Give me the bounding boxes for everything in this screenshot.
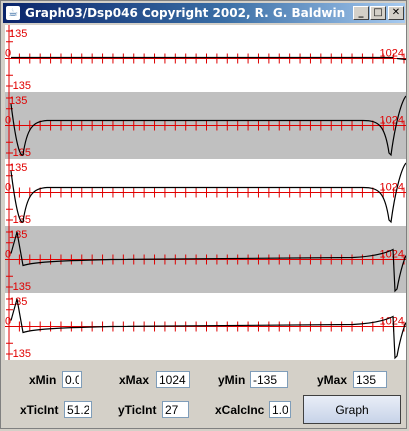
ymin-label: yMin	[218, 373, 245, 387]
plot-5-ymin-label: -135	[9, 348, 31, 360]
title-bar[interactable]: ☕ Graph03/Dsp046 Copyright 2002, R. G. B…	[3, 3, 405, 23]
maximize-button[interactable]: □	[370, 6, 386, 20]
graph-button[interactable]: Graph	[303, 395, 401, 424]
plot-5-curve	[11, 299, 406, 358]
plot-4-ymin-label: -135	[9, 281, 31, 293]
xmin-input[interactable]	[62, 371, 82, 388]
window-title: Graph03/Dsp046 Copyright 2002, R. G. Bal…	[25, 6, 345, 20]
plot-5-zero-label: 0	[5, 316, 11, 328]
plot-4-zero-label: 0	[5, 249, 11, 261]
plot-1-zero-label: 0	[5, 48, 11, 60]
yticint-label: yTicInt	[118, 403, 156, 417]
java-cup-icon: ☕	[6, 6, 20, 20]
control-panel: xMin xMax yMin yMax xTicInt yTicInt xCal…	[5, 363, 406, 427]
ymax-input[interactable]	[353, 371, 387, 388]
plot-1-ymax-label: 135	[9, 28, 27, 40]
yticint-input[interactable]	[162, 401, 189, 418]
ymin-input[interactable]	[250, 371, 288, 388]
xmax-label: xMax	[119, 373, 149, 387]
xmax-input[interactable]	[156, 371, 190, 388]
xcalcinc-label: xCalcInc	[215, 403, 264, 417]
plot-area: 135 -135 0 1024 135 -135 0 1024 135 -135 0 1024 135-…	[5, 25, 406, 360]
minimize-button[interactable]: _	[353, 6, 369, 20]
plot-3-xmax-label: 1024	[380, 182, 404, 194]
xticint-label: xTicInt	[20, 403, 58, 417]
plot-3-zero-label: 0	[5, 182, 11, 194]
plot-2-zero-label: 0	[5, 115, 11, 127]
plot-2-xmax-label: 1024	[380, 115, 404, 127]
xcalcinc-input[interactable]	[269, 401, 291, 418]
close-button[interactable]: ✕	[388, 6, 404, 20]
xmin-label: xMin	[29, 373, 56, 387]
plot-1-ymin-label: -135	[9, 80, 31, 92]
ymax-label: yMax	[317, 373, 347, 387]
xticint-input[interactable]	[64, 401, 92, 418]
